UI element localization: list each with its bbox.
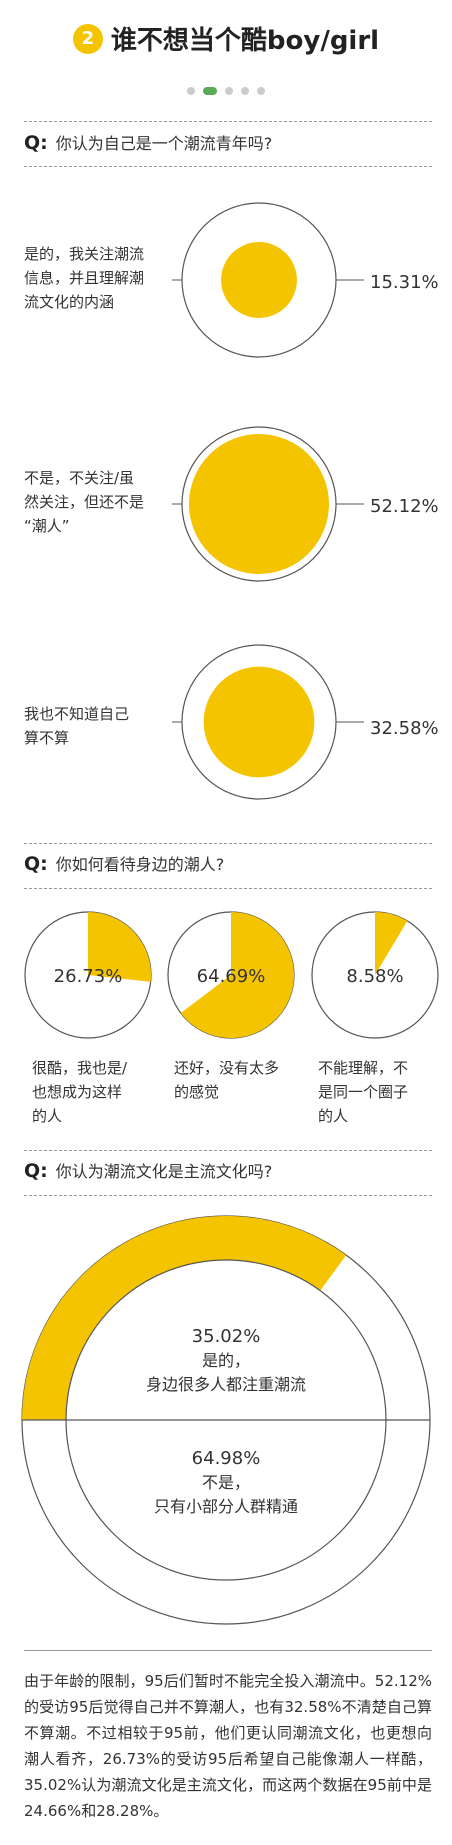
bubble-value-1: 15.31% bbox=[370, 272, 439, 293]
bubble-value-3: 32.58% bbox=[370, 718, 439, 739]
pie-label-line: 不能理解，不 bbox=[318, 1059, 409, 1077]
divider bbox=[24, 166, 432, 167]
pie-label-line: 的感觉 bbox=[174, 1083, 220, 1101]
pie-label-3: 不能理解，不 是同一个圈子 的人 bbox=[318, 1056, 443, 1128]
pie-charts: 26.73% 64.69% 8.58% bbox=[24, 911, 439, 1039]
bubble-label-1: 是的，我关注潮流 信息，并且理解潮 流文化的内涵 bbox=[24, 242, 174, 314]
pie-label-line: 是同一个圈子 bbox=[318, 1083, 409, 1101]
bubble-label-3: 我也不知道自己 算不算 bbox=[24, 702, 174, 750]
donut-no-value: 64.98% bbox=[192, 1448, 261, 1469]
bubble-label-line: “潮人” bbox=[24, 517, 70, 535]
question-1-text: 你认为自己是一个潮流青年吗? bbox=[55, 134, 273, 153]
bubble-fill bbox=[203, 666, 315, 778]
donut-yes-label: 身边很多人都注重潮流 bbox=[146, 1375, 306, 1394]
bubble-fill bbox=[221, 242, 297, 318]
pager-dot[interactable] bbox=[225, 87, 233, 95]
question-3: Q: 你认为潮流文化是主流文化吗? bbox=[24, 1153, 432, 1189]
bubble-label-2: 不是，不关注/虽 然关注，但还不是 “潮人” bbox=[24, 466, 174, 538]
pie-value: 8.58% bbox=[346, 966, 403, 987]
bubble-label-line: 然关注，但还不是 bbox=[24, 493, 145, 511]
divider bbox=[24, 1150, 432, 1151]
bubble-label-line: 不是，不关注/虽 bbox=[24, 469, 135, 487]
question-2-prefix: Q: bbox=[24, 853, 48, 875]
donut-no-label: 不是， bbox=[202, 1473, 250, 1492]
question-2: Q: 你如何看待身边的潮人? bbox=[24, 846, 432, 882]
divider bbox=[24, 121, 432, 122]
pager-dot[interactable] bbox=[241, 87, 249, 95]
pie-slice bbox=[180, 912, 295, 1038]
divider bbox=[24, 888, 432, 889]
donut-no-label: 只有小部分人群精通 bbox=[154, 1497, 298, 1516]
pie-label-line: 的人 bbox=[32, 1107, 63, 1125]
page-title: 谁不想当个酷boy/girl bbox=[110, 26, 380, 56]
pager-dot[interactable] bbox=[187, 87, 195, 95]
question-3-text: 你认为潮流文化是主流文化吗? bbox=[55, 1162, 273, 1181]
pie-slice bbox=[375, 912, 408, 975]
bubble-label-line: 我也不知道自己 bbox=[24, 705, 130, 723]
bubble-fill bbox=[189, 434, 329, 574]
donut-segment-yes bbox=[22, 1216, 347, 1420]
question-2-text: 你如何看待身边的潮人? bbox=[55, 855, 225, 874]
pie-label-2: 还好，没有太多 的感觉 bbox=[174, 1056, 299, 1104]
footnote-rule bbox=[24, 1650, 432, 1651]
bubble-chart bbox=[172, 202, 364, 800]
section-number-badge: 2 bbox=[72, 23, 103, 54]
pie-label-1: 很酷，我也是/也想成为这样 的人 bbox=[32, 1056, 157, 1128]
pie-value: 26.73% bbox=[54, 966, 123, 987]
pager-dots bbox=[0, 80, 452, 99]
header: 2 谁不想当个酷boy/girl bbox=[0, 20, 452, 70]
donut-chart: 35.02% 是的， 身边很多人都注重潮流 64.98% 不是， 只有小部分人群精通 bbox=[21, 1215, 431, 1625]
pie-label-line: 很酷，我也是/ bbox=[32, 1059, 128, 1077]
bubble-label-line: 信息，并且理解潮 bbox=[24, 269, 145, 287]
bubble-value-2: 52.12% bbox=[370, 496, 439, 517]
divider bbox=[24, 843, 432, 844]
bubble-label-line: 算不算 bbox=[24, 729, 70, 747]
pager-dot[interactable] bbox=[203, 87, 217, 95]
pie-label-line: 也想成为这样 bbox=[32, 1083, 123, 1101]
pie-value: 64.69% bbox=[197, 966, 266, 987]
pager-dot[interactable] bbox=[257, 87, 265, 95]
pie-label-line: 的人 bbox=[318, 1107, 349, 1125]
bubble-label-line: 是的，我关注潮流 bbox=[24, 245, 145, 263]
divider bbox=[24, 1195, 432, 1196]
question-1-prefix: Q: bbox=[24, 132, 48, 154]
question-1: Q: 你认为自己是一个潮流青年吗? bbox=[24, 125, 432, 161]
bubble-label-line: 流文化的内涵 bbox=[24, 293, 115, 311]
footnote-text: 由于年龄的限制，95后们暂时不能完全投入潮流中。52.12%的受访95后觉得自己… bbox=[24, 1672, 432, 1820]
pie-label-line: 还好，没有太多 bbox=[174, 1059, 280, 1077]
pie-slice bbox=[88, 912, 151, 982]
question-3-prefix: Q: bbox=[24, 1160, 48, 1182]
donut-yes-label: 是的， bbox=[202, 1351, 250, 1370]
donut-yes-value: 35.02% bbox=[192, 1326, 261, 1347]
